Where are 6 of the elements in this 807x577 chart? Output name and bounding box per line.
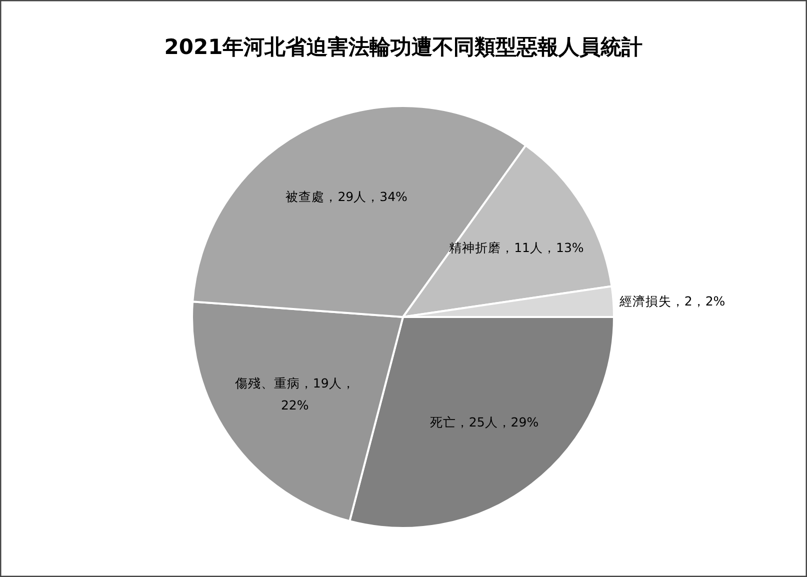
slice-label: 被查處，29人，34% (286, 189, 408, 204)
slice-label: 死亡，25人，29% (430, 414, 539, 430)
slice-label: 經濟損失，2，2% (618, 294, 726, 309)
slice-label: 傷殘、重病，19人，22% (234, 376, 355, 413)
chart-title: 2021年河北省迫害法輪功遭不同類型惡報人員統計 (164, 35, 643, 59)
slice-label: 精神折磨，11人，13% (449, 240, 584, 256)
